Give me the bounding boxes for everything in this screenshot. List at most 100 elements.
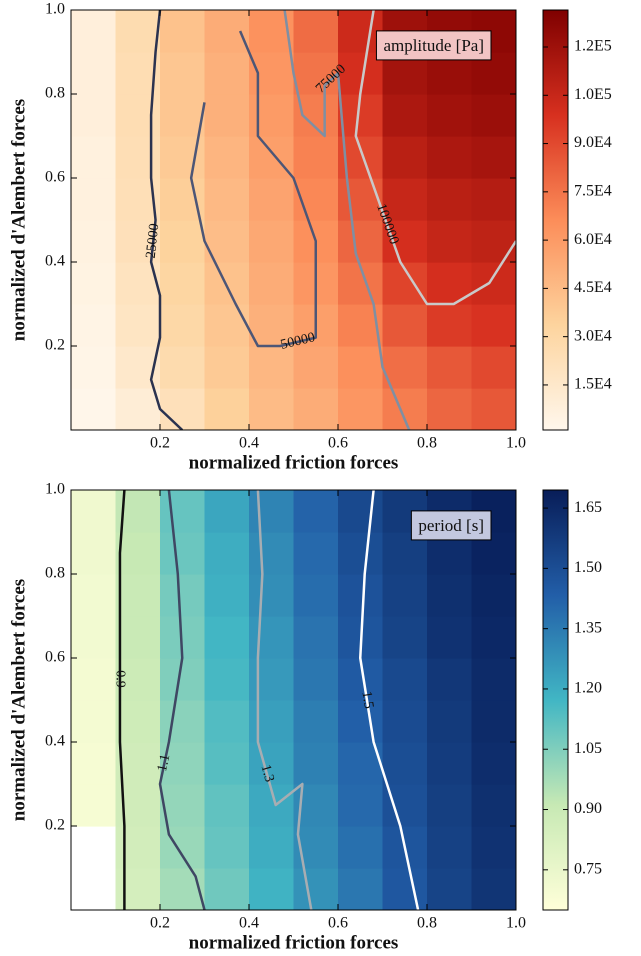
title-box [375, 30, 492, 61]
heat-cell [471, 136, 516, 179]
heat-cell [471, 94, 516, 137]
heat-cell [338, 346, 384, 389]
heat-cell [382, 94, 428, 137]
heat-cell [338, 700, 384, 743]
heat-cell [249, 178, 295, 221]
heat-cell [160, 574, 206, 617]
heat-cell [249, 490, 295, 533]
colorbar-tick-label: 7.5E4 [574, 183, 612, 200]
heat-cell [293, 658, 339, 701]
heat-cell [338, 868, 384, 910]
heat-cell [338, 532, 384, 575]
heat-cell [204, 616, 250, 659]
colorbar-tick-label: 9.0E4 [574, 134, 612, 151]
heat-cell [293, 532, 339, 575]
contour-line [359, 490, 420, 910]
heat-cell [204, 532, 250, 575]
y-tick-label: 0.2 [45, 817, 65, 834]
heat-cell [249, 742, 295, 785]
heat-cell [471, 388, 516, 430]
heat-cell [249, 262, 295, 305]
x-tick-label: 0.2 [150, 435, 170, 452]
heat-cell [338, 220, 384, 263]
heat-cell [293, 136, 339, 179]
heat-cell [293, 388, 339, 430]
heat-cell [249, 94, 295, 137]
heat-cell [204, 94, 250, 137]
y-tick-label: 0.8 [45, 85, 65, 102]
heat-cell [427, 700, 473, 743]
heat-cell [71, 742, 117, 785]
contour-label: 0.9 [113, 670, 128, 688]
heat-cell [293, 346, 339, 389]
heat-cell [160, 94, 206, 137]
colorbar-tick-label: 1.0E5 [574, 86, 612, 103]
heat-cell [427, 220, 473, 263]
contour-line [189, 30, 317, 348]
heat-cell [71, 388, 117, 430]
heat-cell [293, 52, 339, 95]
heat-cell [204, 868, 250, 910]
heat-cell [204, 388, 250, 430]
heat-cell [115, 868, 161, 910]
x-tick-label: 1.0 [506, 435, 526, 452]
colorbar-tick-label: 1.65 [574, 499, 602, 516]
heat-cell [71, 532, 117, 575]
heat-cell [338, 10, 384, 53]
heat-cell [160, 304, 206, 347]
colorbar-tick-label: 3.0E4 [574, 327, 612, 344]
heat-cell [160, 346, 206, 389]
y-tick-label: 1.0 [45, 1, 65, 18]
heat-cell [160, 868, 206, 910]
heat-cell [115, 10, 161, 53]
heat-cell [160, 658, 206, 701]
x-axis-label: normalized friction forces [189, 932, 399, 953]
heat-cell [293, 616, 339, 659]
heat-cell [427, 742, 473, 785]
heat-cell [427, 658, 473, 701]
heat-cell [249, 220, 295, 263]
contour-label: 1.1 [155, 753, 173, 773]
heat-cell [293, 10, 339, 53]
heat-cell [427, 304, 473, 347]
y-axis-label: normalized d'Alembert forces [8, 579, 29, 821]
heat-cell [382, 388, 428, 430]
heat-cell [115, 136, 161, 179]
heat-cell [71, 178, 117, 221]
heat-cell [115, 388, 161, 430]
heat-cell [204, 10, 250, 53]
heat-cell [471, 178, 516, 221]
heat-cell [160, 490, 206, 533]
heat-cell [71, 346, 117, 389]
y-tick-label: 0.6 [45, 169, 65, 186]
heat-cell [427, 94, 473, 137]
heat-cell [71, 262, 117, 305]
heat-cell [338, 388, 384, 430]
heat-cell [71, 304, 117, 347]
heat-cell [204, 262, 250, 305]
heat-cell [471, 784, 516, 827]
heat-cell [338, 574, 384, 617]
heat-cell [115, 532, 161, 575]
heat-cell [427, 616, 473, 659]
colorbar-tick-label: 0.75 [574, 860, 602, 877]
heat-cell [71, 784, 117, 827]
heat-cell [293, 700, 339, 743]
colorbar-tick-label: 1.5E4 [574, 376, 612, 393]
x-tick-label: 0.8 [417, 435, 437, 452]
x-axis-label: normalized friction forces [189, 452, 399, 473]
heat-cell [71, 700, 117, 743]
heat-cell [471, 868, 516, 910]
heat-cell [115, 574, 161, 617]
plot-area [71, 490, 516, 910]
heat-cell [427, 136, 473, 179]
heat-cell [160, 220, 206, 263]
contour-label: 1.5 [358, 690, 376, 710]
heat-cell [204, 346, 250, 389]
colorbar-tick-label: 1.50 [574, 559, 602, 576]
x-tick-label: 0.6 [328, 435, 348, 452]
heat-cell [204, 490, 250, 533]
x-tick-label: 0.8 [417, 915, 437, 932]
heat-cell [71, 490, 117, 533]
heat-cell [427, 826, 473, 869]
